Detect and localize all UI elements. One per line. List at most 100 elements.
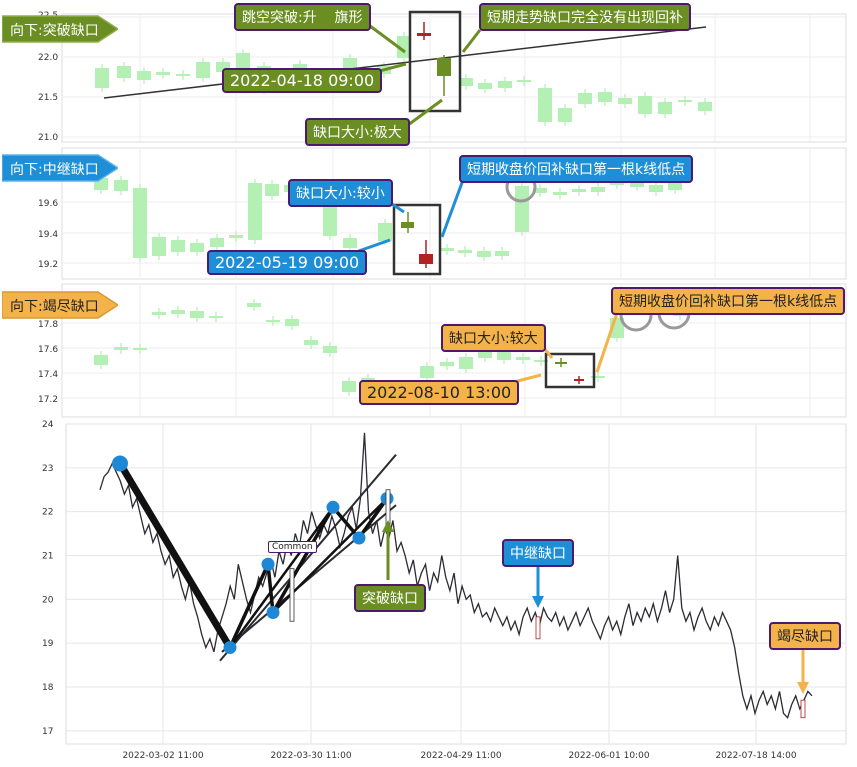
exhaustion-candle: [304, 340, 318, 345]
exhaustion-gap-candle-1: [555, 362, 567, 364]
breakaway-candle: [156, 72, 170, 75]
pivot-point: [326, 500, 340, 514]
breakaway-gap-box: [408, 10, 462, 113]
exhaustion-candle: [133, 348, 147, 350]
exhaustion-candle: [478, 348, 492, 358]
main-ytick-3: 21: [42, 552, 53, 562]
exhaustion-tag: 向下:竭尽缺口: [1, 290, 120, 320]
exhaustion-ytick-2: 17.4: [38, 370, 58, 380]
breakaway-candle: [658, 102, 672, 114]
breakaway-candle: [397, 36, 411, 58]
arrow-exhaustion-gap-head: [797, 682, 809, 694]
breakaway-candle: [137, 71, 151, 80]
breakaway-candle: [478, 83, 492, 89]
runaway-candle: [572, 189, 586, 192]
runaway-tag: 向下:中继缺口: [1, 153, 120, 183]
breakaway-candle: [618, 98, 632, 104]
breakaway-panel-frame: [61, 13, 847, 143]
runaway-candle: [533, 188, 547, 193]
breakaway-candle: [517, 80, 531, 82]
runaway-candle: [265, 184, 279, 196]
runaway-gap-candle: [535, 616, 541, 640]
main-ytick-5: 19: [42, 639, 54, 649]
exhaustion-candle: [114, 347, 128, 350]
arrow-runaway-gap-head: [532, 596, 544, 608]
breakaway-date-callout: 2022-04-18 09:00: [222, 68, 383, 93]
runaway-gap-candle-2: [419, 254, 433, 264]
breakaway-ytick-3: 21.0: [38, 133, 58, 143]
runaway-size-callout: 缺口大小:较小: [288, 179, 393, 207]
breakaway-candle: [538, 88, 552, 122]
breakaway-gap-label: 突破缺口: [354, 584, 426, 612]
exhaustion-candle: [247, 303, 261, 307]
runaway-candle: [210, 238, 224, 247]
runaway-fill-callout: 短期收盘价回补缺口第一根k线低点: [459, 155, 694, 183]
price-line-plot: [99, 432, 813, 719]
main-x-axis-ticks: 2022-03-02 11:00 2022-03-30 11:00 2022-04-…: [122, 751, 796, 761]
runaway-ytick-2: 19.2: [38, 260, 58, 270]
runaway-candle: [458, 250, 472, 253]
exhaustion-ytick-3: 17.2: [38, 395, 58, 405]
zigzag-leg: [228, 563, 270, 649]
exhaustion-gap-candle: [800, 699, 806, 719]
exhaustion-ytick-0: 17.8: [38, 320, 58, 330]
breakaway-candle: [196, 62, 210, 78]
exhaustion-candle: [420, 366, 434, 378]
exhaustion-gap-box: [544, 352, 596, 389]
arrow-nofill: [461, 29, 482, 53]
breakaway-gap-candle-2: [437, 58, 451, 76]
exhaustion-candle: [342, 381, 356, 392]
main-xtick-4: 2022-07-18 14:00: [715, 751, 796, 761]
breakaway-pattern-callout: 跳空突破:升 旗形: [234, 3, 371, 31]
arrow-breakaway-size: [403, 98, 443, 130]
breakaway-candle: [638, 96, 652, 114]
exhaustion-candle: [152, 312, 166, 315]
breakaway-candle: [236, 53, 250, 72]
main-xtick-3: 2022-06-01 10:00: [568, 751, 649, 761]
breakaway-candle: [95, 68, 109, 88]
tag-arrow-shape: [1, 15, 120, 43]
runaway-candle: [591, 187, 605, 192]
runaway-candle: [668, 180, 682, 190]
main-xtick-1: 2022-03-30 11:00: [270, 751, 351, 761]
breakaway-size-callout: 缺口大小:极大: [305, 118, 410, 146]
runaway-candle: [495, 251, 509, 256]
zigzag-leg: [331, 506, 361, 540]
flagpole-leg: [116, 461, 234, 650]
arrow-pattern: [369, 24, 406, 54]
main-ytick-1: 23: [42, 464, 53, 474]
main-ytick-2: 22: [42, 508, 53, 518]
runaway-candle: [515, 186, 529, 232]
exhaustion-gap-candle-2: [574, 379, 584, 381]
breakaway-ytick-2: 21.5: [38, 93, 58, 103]
tag-arrow-shape: [1, 291, 120, 319]
main-ytick-0: 24: [42, 420, 54, 430]
common-pattern-label: Common: [268, 541, 317, 553]
breakaway-candle: [343, 58, 357, 70]
pivot-point: [266, 605, 280, 619]
exhaustion-candle: [591, 376, 605, 378]
pivot-point: [261, 557, 275, 571]
main-chart-gap-arrows: [382, 520, 809, 694]
exhaustion-candle: [516, 357, 530, 360]
pivot-point: [223, 641, 237, 655]
runaway-gap-box: [392, 203, 442, 276]
breakaway-candle: [293, 64, 307, 70]
exhaustion-candle: [171, 310, 185, 314]
zigzag-leg: [266, 564, 275, 613]
main-xtick-2: 2022-04-29 11:00: [420, 751, 501, 761]
main-ytick-7: 17: [42, 727, 53, 737]
main-ytick-4: 20: [42, 595, 54, 605]
tag-arrow-shape: [1, 154, 120, 182]
common-gap-candle: [289, 568, 295, 622]
breakaway-gap-candle-1: [417, 33, 431, 36]
breakaway-candle: [558, 108, 572, 122]
zigzag-leg: [271, 506, 335, 614]
exhaustion-candle: [94, 355, 108, 365]
runaway-candle: [649, 185, 663, 192]
runaway-candle: [133, 188, 147, 258]
pivot-point: [112, 455, 128, 472]
runaway-candle: [229, 235, 243, 238]
pivot-point: [352, 531, 366, 545]
